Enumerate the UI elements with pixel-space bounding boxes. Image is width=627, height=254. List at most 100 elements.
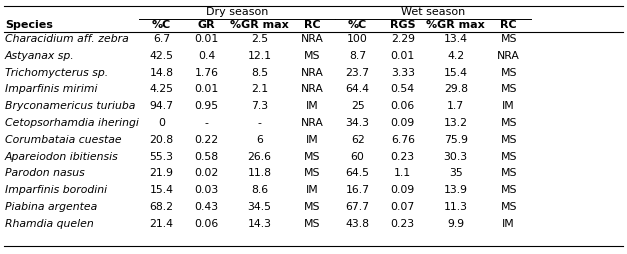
- Text: NRA: NRA: [301, 84, 324, 94]
- Text: 21.9: 21.9: [149, 168, 174, 178]
- Text: Parodon nasus: Parodon nasus: [5, 168, 85, 178]
- Text: Apareiodon ibitiensis: Apareiodon ibitiensis: [5, 152, 119, 162]
- Text: -: -: [204, 118, 208, 128]
- Text: 2.5: 2.5: [251, 34, 268, 44]
- Text: IM: IM: [306, 135, 319, 145]
- Text: 8.6: 8.6: [251, 185, 268, 195]
- Text: IM: IM: [306, 101, 319, 111]
- Text: 7.3: 7.3: [251, 101, 268, 111]
- Text: 14.3: 14.3: [248, 219, 271, 229]
- Text: MS: MS: [500, 118, 517, 128]
- Text: 0.07: 0.07: [391, 202, 415, 212]
- Text: 3.33: 3.33: [391, 68, 415, 78]
- Text: Bryconamericus turiuba: Bryconamericus turiuba: [5, 101, 135, 111]
- Text: RC: RC: [304, 20, 321, 30]
- Text: 26.6: 26.6: [248, 152, 271, 162]
- Text: 29.8: 29.8: [444, 84, 468, 94]
- Text: Imparfinis borodini: Imparfinis borodini: [5, 185, 107, 195]
- Text: NRA: NRA: [301, 118, 324, 128]
- Text: GR: GR: [198, 20, 215, 30]
- Text: 2.1: 2.1: [251, 84, 268, 94]
- Text: 2.29: 2.29: [391, 34, 415, 44]
- Text: 64.4: 64.4: [345, 84, 370, 94]
- Text: 25: 25: [350, 101, 364, 111]
- Text: MS: MS: [500, 168, 517, 178]
- Text: 4.25: 4.25: [149, 84, 174, 94]
- Text: MS: MS: [304, 168, 321, 178]
- Text: 16.7: 16.7: [345, 185, 370, 195]
- Text: Characidium aff. zebra: Characidium aff. zebra: [5, 34, 129, 44]
- Text: MS: MS: [304, 219, 321, 229]
- Text: %C: %C: [152, 20, 171, 30]
- Text: 0.23: 0.23: [391, 219, 415, 229]
- Text: 0.06: 0.06: [391, 101, 415, 111]
- Text: Trichomycterus sp.: Trichomycterus sp.: [5, 68, 108, 78]
- Text: MS: MS: [304, 51, 321, 61]
- Text: 0.01: 0.01: [194, 34, 219, 44]
- Text: 11.3: 11.3: [444, 202, 468, 212]
- Text: 67.7: 67.7: [345, 202, 370, 212]
- Text: 23.7: 23.7: [345, 68, 370, 78]
- Text: 34.3: 34.3: [345, 118, 370, 128]
- Text: MS: MS: [500, 152, 517, 162]
- Text: MS: MS: [500, 135, 517, 145]
- Text: 0.01: 0.01: [194, 84, 219, 94]
- Text: 0.23: 0.23: [391, 152, 415, 162]
- Text: 64.5: 64.5: [345, 168, 370, 178]
- Text: NRA: NRA: [301, 34, 324, 44]
- Text: Corumbataia cuestae: Corumbataia cuestae: [5, 135, 122, 145]
- Text: 6.7: 6.7: [153, 34, 170, 44]
- Text: 0.09: 0.09: [391, 118, 415, 128]
- Text: 0.01: 0.01: [391, 51, 415, 61]
- Text: MS: MS: [500, 84, 517, 94]
- Text: 0.43: 0.43: [194, 202, 219, 212]
- Text: 14.8: 14.8: [149, 68, 174, 78]
- Text: Dry season: Dry season: [206, 7, 268, 17]
- Text: 11.8: 11.8: [248, 168, 271, 178]
- Text: 6.76: 6.76: [391, 135, 415, 145]
- Text: %C: %C: [348, 20, 367, 30]
- Text: Species: Species: [5, 20, 53, 30]
- Text: 21.4: 21.4: [149, 219, 174, 229]
- Text: 0.95: 0.95: [194, 101, 219, 111]
- Text: 9.9: 9.9: [447, 219, 465, 229]
- Text: 42.5: 42.5: [149, 51, 174, 61]
- Text: 0.03: 0.03: [194, 185, 219, 195]
- Text: 0.22: 0.22: [194, 135, 219, 145]
- Text: 15.4: 15.4: [444, 68, 468, 78]
- Text: 68.2: 68.2: [149, 202, 174, 212]
- Text: 15.4: 15.4: [149, 185, 174, 195]
- Text: %GR max: %GR max: [426, 20, 485, 30]
- Text: MS: MS: [500, 185, 517, 195]
- Text: 1.76: 1.76: [194, 68, 219, 78]
- Text: 0: 0: [158, 118, 165, 128]
- Text: 43.8: 43.8: [345, 219, 370, 229]
- Text: 13.2: 13.2: [444, 118, 468, 128]
- Text: -: -: [258, 118, 261, 128]
- Text: IM: IM: [502, 219, 515, 229]
- Text: 34.5: 34.5: [248, 202, 271, 212]
- Text: MS: MS: [304, 202, 321, 212]
- Text: MS: MS: [304, 152, 321, 162]
- Text: IM: IM: [306, 185, 319, 195]
- Text: 75.9: 75.9: [444, 135, 468, 145]
- Text: Rhamdia quelen: Rhamdia quelen: [5, 219, 94, 229]
- Text: 30.3: 30.3: [444, 152, 468, 162]
- Text: 94.7: 94.7: [149, 101, 174, 111]
- Text: 1.1: 1.1: [394, 168, 411, 178]
- Text: Piabina argentea: Piabina argentea: [5, 202, 97, 212]
- Text: 0.54: 0.54: [391, 84, 415, 94]
- Text: 8.7: 8.7: [349, 51, 366, 61]
- Text: MS: MS: [500, 68, 517, 78]
- Text: 13.9: 13.9: [444, 185, 468, 195]
- Text: RC: RC: [500, 20, 517, 30]
- Text: 6: 6: [256, 135, 263, 145]
- Text: NRA: NRA: [301, 68, 324, 78]
- Text: MS: MS: [500, 34, 517, 44]
- Text: 13.4: 13.4: [444, 34, 468, 44]
- Text: 1.7: 1.7: [447, 101, 465, 111]
- Text: 0.4: 0.4: [198, 51, 215, 61]
- Text: RGS: RGS: [390, 20, 416, 30]
- Text: 0.58: 0.58: [194, 152, 219, 162]
- Text: NRA: NRA: [497, 51, 520, 61]
